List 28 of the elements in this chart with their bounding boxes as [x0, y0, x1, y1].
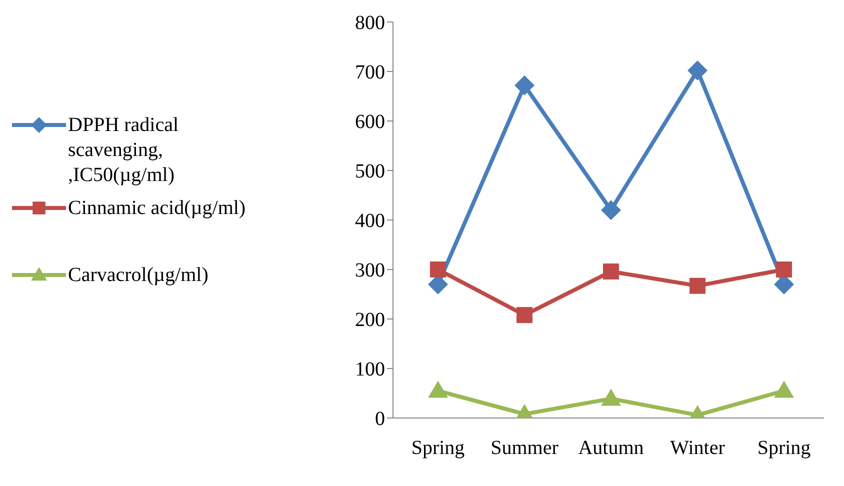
point [430, 262, 446, 278]
point [428, 380, 448, 398]
y-tick-label: 500 [355, 160, 385, 183]
y-tick-label: 300 [355, 260, 385, 282]
legend-label: Cinnamic acid(µg/ml) [68, 196, 247, 221]
y-tick-label: 800 [355, 12, 385, 34]
y-tick-label: 0 [375, 408, 385, 430]
point [774, 380, 794, 398]
x-tick-label: Autumn [578, 437, 644, 460]
x-tick-label: Summer [490, 437, 559, 460]
legend-label: Carvacrol(µg/ml) [68, 263, 210, 288]
x-tick-label: Spring [411, 437, 465, 460]
y-tick-label: 600 [355, 111, 385, 134]
point [601, 200, 621, 220]
y-tick-label: 700 [355, 62, 385, 84]
y-tick-label: 100 [355, 358, 385, 381]
point [688, 60, 708, 81]
y-tick-label: 400 [355, 210, 385, 232]
point [514, 75, 534, 96]
point [601, 388, 621, 406]
point [690, 278, 706, 294]
legend-label: DPPH radical scavenging, ,IC50(µg/ml) [68, 113, 180, 188]
point [603, 263, 619, 280]
x-tick-label: Spring [757, 437, 811, 460]
point [776, 262, 792, 278]
point [516, 307, 532, 324]
x-tick-label: Winter [670, 437, 726, 460]
y-tick-label: 200 [355, 309, 385, 332]
